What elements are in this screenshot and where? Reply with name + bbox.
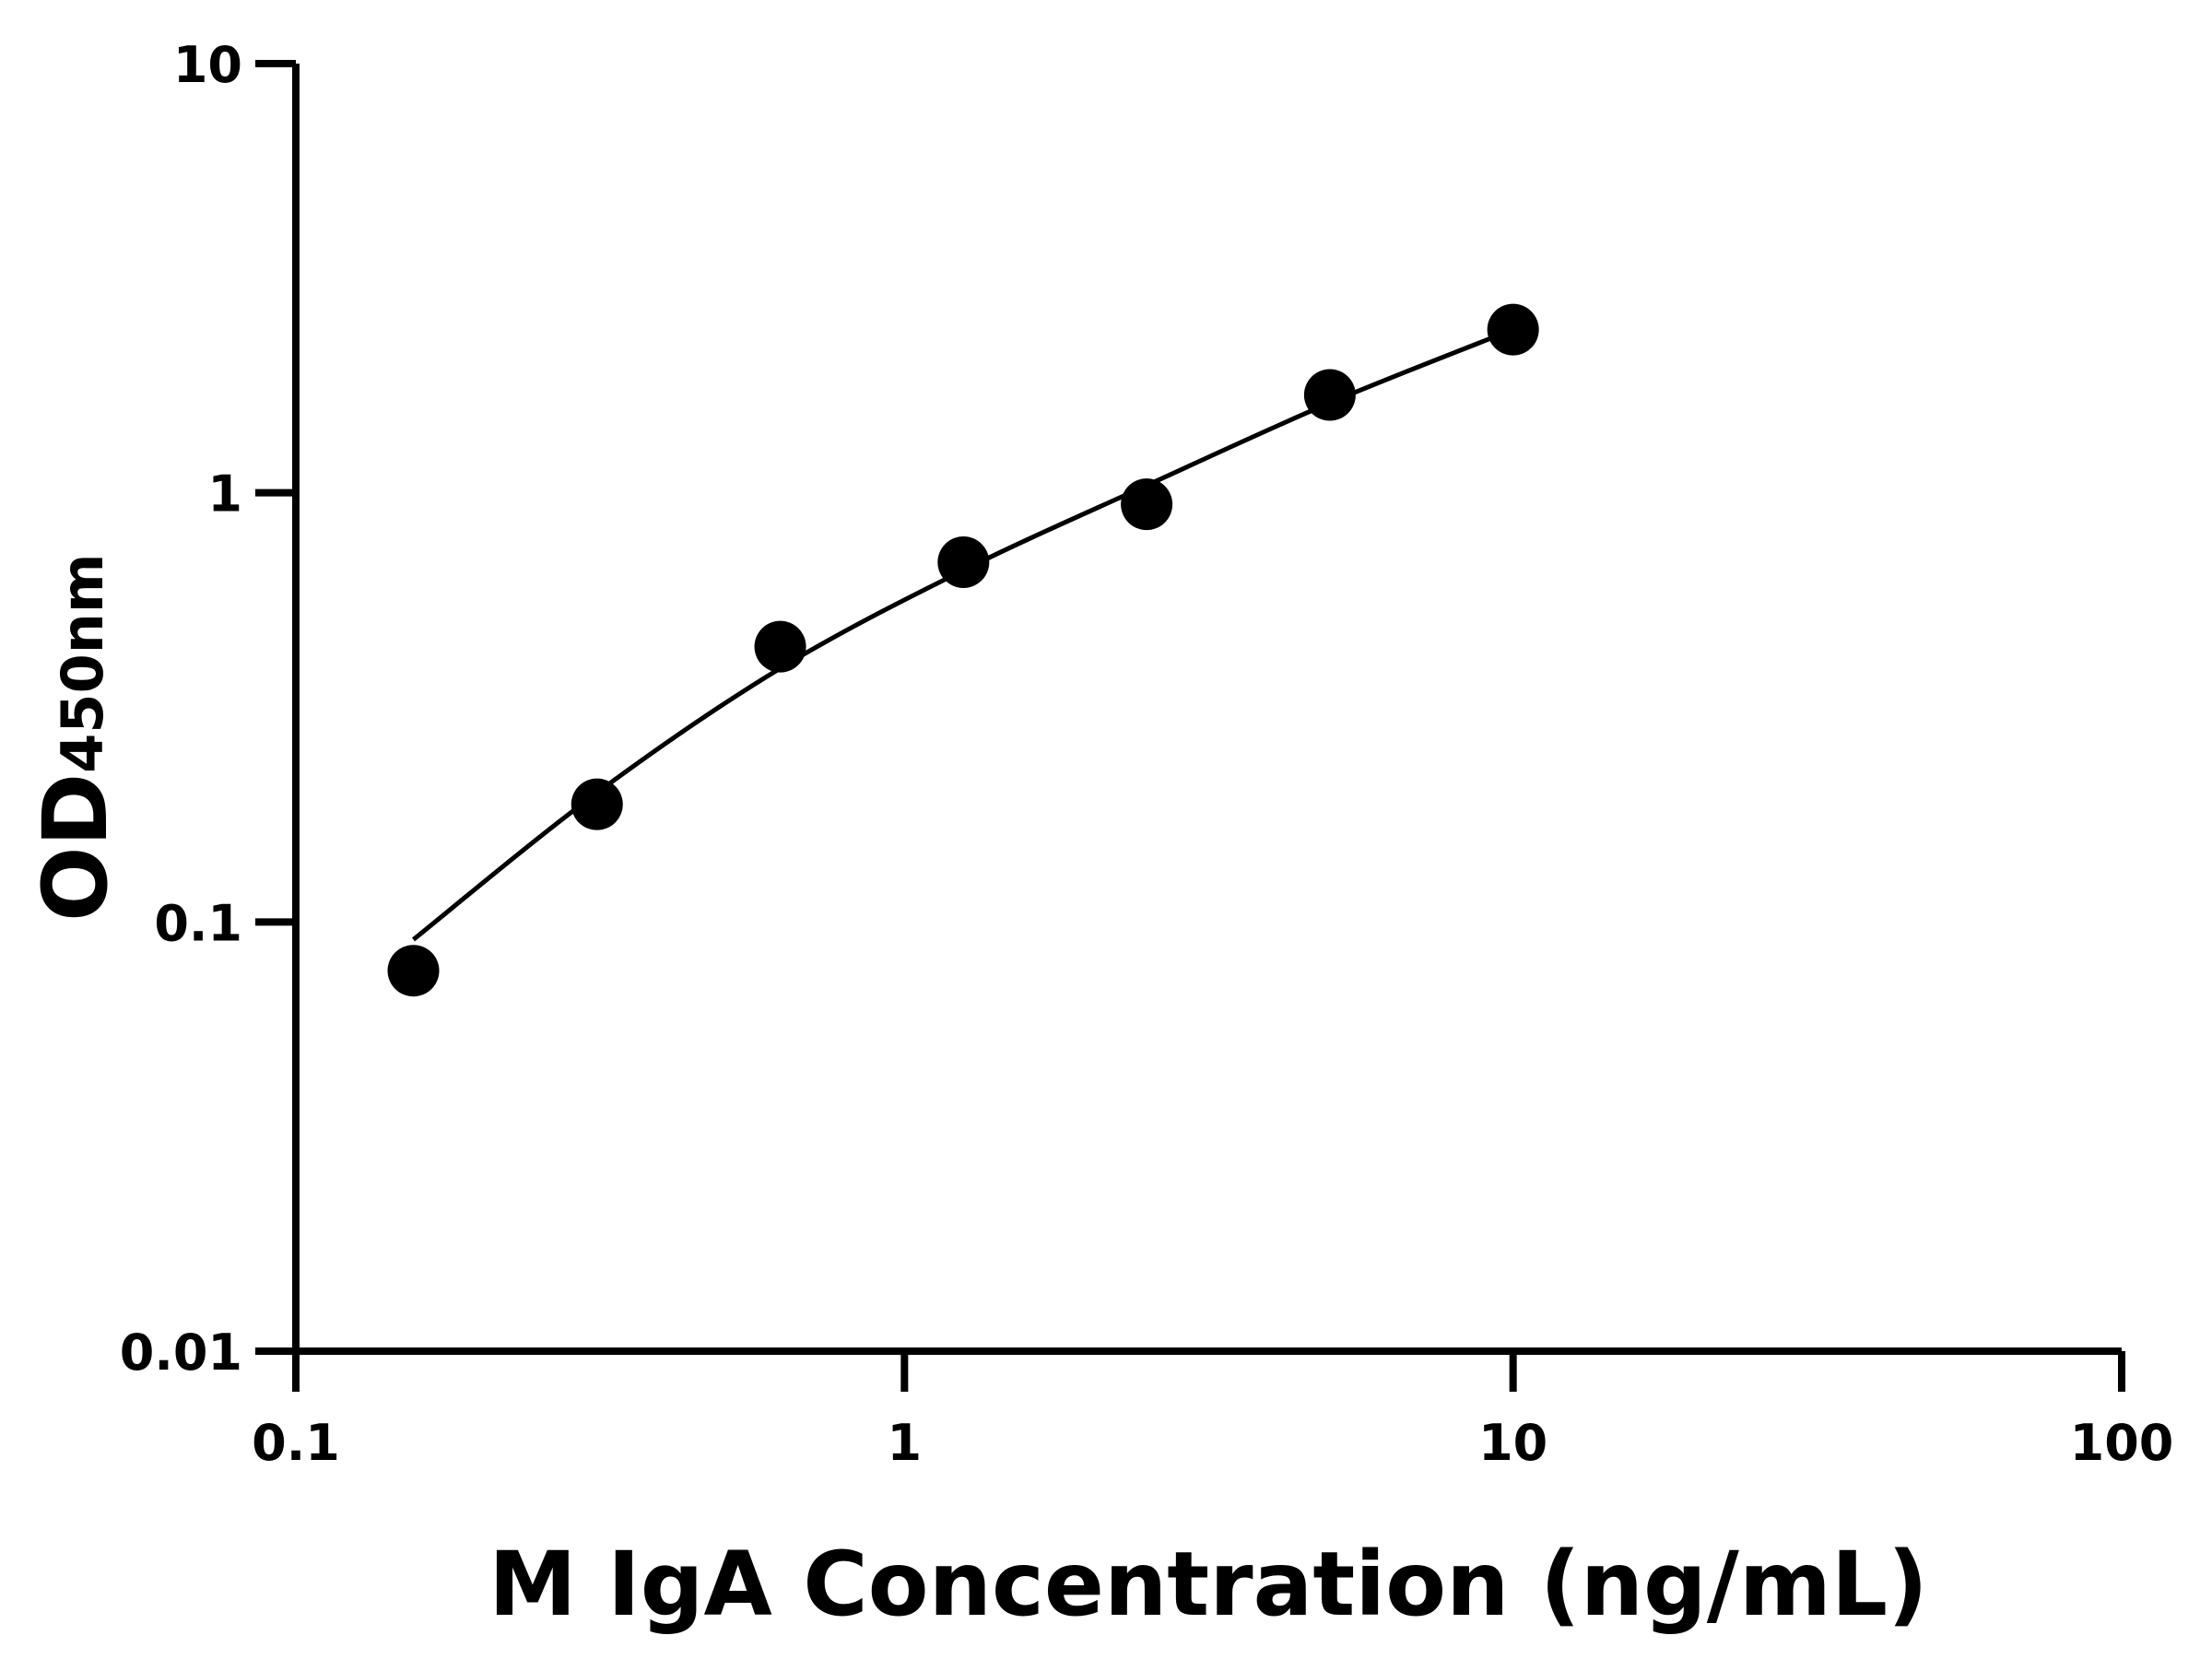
x-tick-label: 1 bbox=[888, 1414, 923, 1472]
y-tick-label: 10 bbox=[173, 36, 242, 94]
data-point bbox=[571, 778, 623, 830]
y-tick-label: 1 bbox=[207, 465, 242, 524]
y-tick-labels: 0.01 0.1 1 10 bbox=[120, 36, 242, 1382]
x-tick-label: 100 bbox=[2070, 1414, 2174, 1472]
data-point bbox=[1121, 478, 1173, 531]
y-axis-label: OD450nm bbox=[24, 554, 127, 922]
y-axis-label-main: OD bbox=[24, 773, 127, 922]
fit-curve bbox=[411, 327, 1514, 942]
x-tick-label: 10 bbox=[1478, 1414, 1547, 1472]
x-tick-label: 0.1 bbox=[252, 1414, 340, 1472]
data-point bbox=[387, 945, 440, 997]
y-tick-label: 0.01 bbox=[120, 1324, 242, 1382]
data-point bbox=[754, 620, 806, 673]
axes bbox=[255, 60, 2125, 1392]
y-tick-label: 0.1 bbox=[154, 894, 242, 952]
data-points bbox=[387, 303, 1539, 997]
data-point bbox=[1487, 303, 1539, 356]
x-axis-label: M IgA Concentration (ng/mL) bbox=[488, 1533, 1928, 1636]
data-point bbox=[1303, 369, 1356, 421]
data-point bbox=[937, 536, 990, 589]
y-axis-label-subscript: 450nm bbox=[49, 554, 116, 773]
x-tick-labels: 0.1 1 10 100 bbox=[252, 1414, 2173, 1472]
